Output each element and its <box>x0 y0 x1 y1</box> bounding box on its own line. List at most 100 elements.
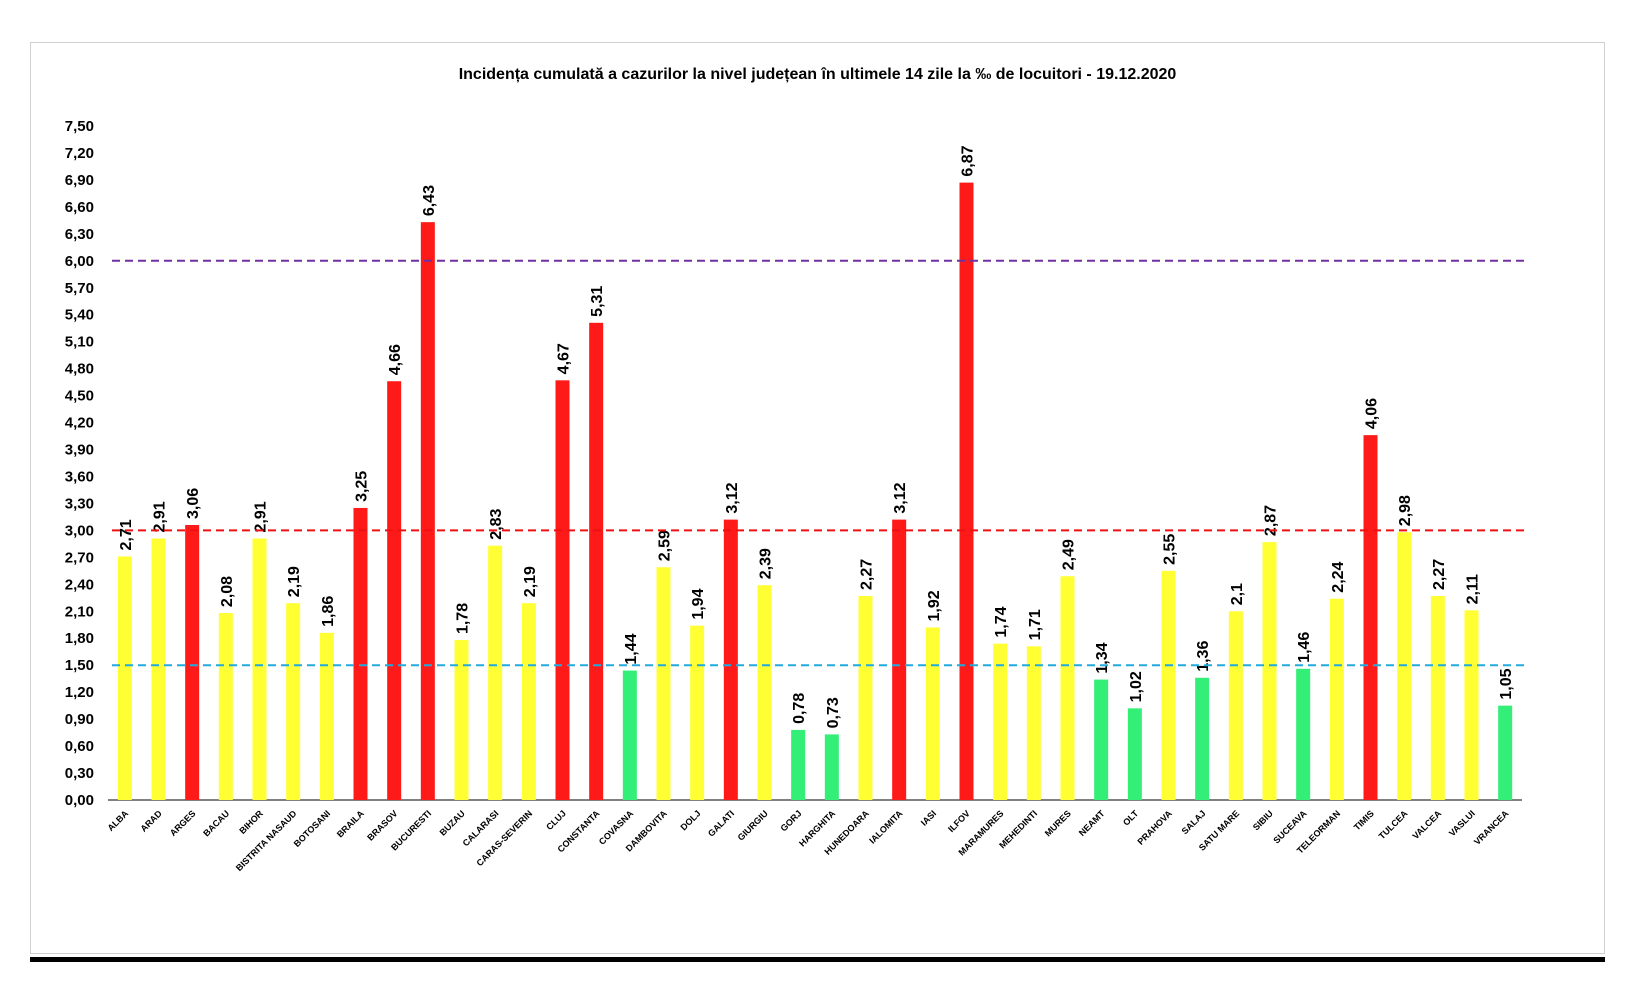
bar <box>420 222 435 800</box>
x-tick-label: TIMIS <box>1352 808 1376 832</box>
data-label: 1,34 <box>1094 642 1111 673</box>
x-tick-label: PRAHOVA <box>1135 808 1174 847</box>
y-tick-label: 1,50 <box>65 657 94 674</box>
bar <box>185 525 200 800</box>
data-label: 1,78 <box>455 603 472 634</box>
y-tick-label: 2,70 <box>65 549 94 566</box>
bar <box>1430 596 1445 800</box>
bar <box>1094 679 1109 800</box>
y-tick-label: 1,80 <box>65 630 94 647</box>
y-tick-label: 3,30 <box>65 495 94 512</box>
x-tick-label: VASLUI <box>1447 808 1477 838</box>
bar <box>555 380 570 800</box>
bar <box>925 627 940 800</box>
bar <box>218 613 233 800</box>
bar <box>488 545 503 800</box>
data-label: 3,12 <box>892 482 909 513</box>
y-tick-label: 0,60 <box>65 738 94 755</box>
x-tick-label: SALAJ <box>1180 808 1208 836</box>
bar <box>117 556 132 800</box>
y-tick-label: 6,30 <box>65 226 94 243</box>
data-label: 2,27 <box>859 559 876 590</box>
data-label: 2,91 <box>253 501 270 532</box>
data-label: 4,67 <box>556 343 573 374</box>
bar <box>151 538 166 800</box>
bar <box>1228 611 1243 800</box>
y-tick-label: 5,40 <box>65 307 94 324</box>
bar <box>892 519 907 800</box>
y-tick-label: 4,80 <box>65 361 94 378</box>
data-label: 2,1 <box>1229 583 1246 605</box>
x-tick-label: BISTRITA NASAUD <box>234 808 299 873</box>
data-label: 1,44 <box>623 633 640 664</box>
x-tick-label: BRAILA <box>335 808 366 839</box>
bar <box>1464 610 1479 800</box>
y-tick-label: 6,90 <box>65 172 94 189</box>
data-label: 0,78 <box>791 693 808 724</box>
x-tick-label: NEAMT <box>1077 808 1107 838</box>
bar <box>723 519 738 800</box>
x-tick-label: DOLJ <box>679 808 703 832</box>
bar <box>319 632 334 800</box>
data-label: 3,12 <box>724 482 741 513</box>
data-label: 6,43 <box>421 185 438 216</box>
bar <box>1161 570 1176 800</box>
x-tick-label: IALOMITA <box>867 808 905 846</box>
data-label: 2,83 <box>488 508 505 539</box>
y-tick-label: 6,60 <box>65 199 94 216</box>
bar <box>252 538 267 800</box>
bar <box>993 643 1008 800</box>
data-label: 4,06 <box>1364 398 1381 429</box>
bar <box>1363 435 1378 800</box>
x-tick-label: TULCEA <box>1377 808 1410 841</box>
data-label: 2,24 <box>1330 561 1347 592</box>
x-tick-label: ALBA <box>105 808 130 833</box>
data-label: 2,11 <box>1465 574 1482 604</box>
y-tick-label: 4,50 <box>65 388 94 405</box>
y-tick-label: 0,30 <box>65 765 94 782</box>
data-label: 1,36 <box>1195 641 1212 672</box>
data-label: 2,39 <box>758 548 775 579</box>
bar <box>1262 542 1277 800</box>
y-tick-label: 5,10 <box>65 334 94 351</box>
bar <box>1026 646 1041 800</box>
y-tick-label: 2,10 <box>65 603 94 620</box>
y-tick-label: 7,50 <box>65 118 94 135</box>
bar <box>1296 668 1311 800</box>
bar <box>1127 708 1142 800</box>
x-tick-label: ARGES <box>168 808 198 838</box>
x-tick-label: ILFOV <box>946 808 972 834</box>
data-label: 4,66 <box>387 344 404 375</box>
bar <box>1329 598 1344 800</box>
data-label: 2,71 <box>118 519 135 550</box>
x-tick-label: CLUJ <box>544 808 568 832</box>
x-tick-label: GIURGIU <box>736 808 770 842</box>
y-tick-label: 5,70 <box>65 280 94 297</box>
x-tick-label: ARAD <box>138 808 164 834</box>
data-label: 2,19 <box>522 566 539 597</box>
y-tick-label: 4,20 <box>65 415 94 432</box>
data-label: 6,87 <box>960 145 977 176</box>
data-label: 1,46 <box>1296 632 1313 663</box>
bar <box>757 585 772 800</box>
data-label: 2,98 <box>1397 495 1414 526</box>
bar <box>858 596 873 800</box>
y-tick-label: 2,40 <box>65 576 94 593</box>
y-tick-label: 0,90 <box>65 711 94 728</box>
x-tick-label: SIBIU <box>1251 808 1275 832</box>
data-label: 5,31 <box>589 286 606 317</box>
data-label: 1,71 <box>1027 609 1044 640</box>
bar <box>690 625 705 800</box>
bar <box>622 670 637 800</box>
bar <box>353 507 368 800</box>
bar <box>959 182 974 801</box>
data-label: 2,49 <box>1061 539 1078 570</box>
data-label: 2,91 <box>152 501 169 532</box>
x-tick-label: VALCEA <box>1410 808 1443 841</box>
x-tick-label: OLT <box>1121 808 1141 828</box>
data-label: 1,94 <box>690 588 707 619</box>
data-label: 2,08 <box>219 576 236 607</box>
y-tick-label: 0,00 <box>65 792 94 809</box>
y-tick-label: 3,00 <box>65 522 94 539</box>
